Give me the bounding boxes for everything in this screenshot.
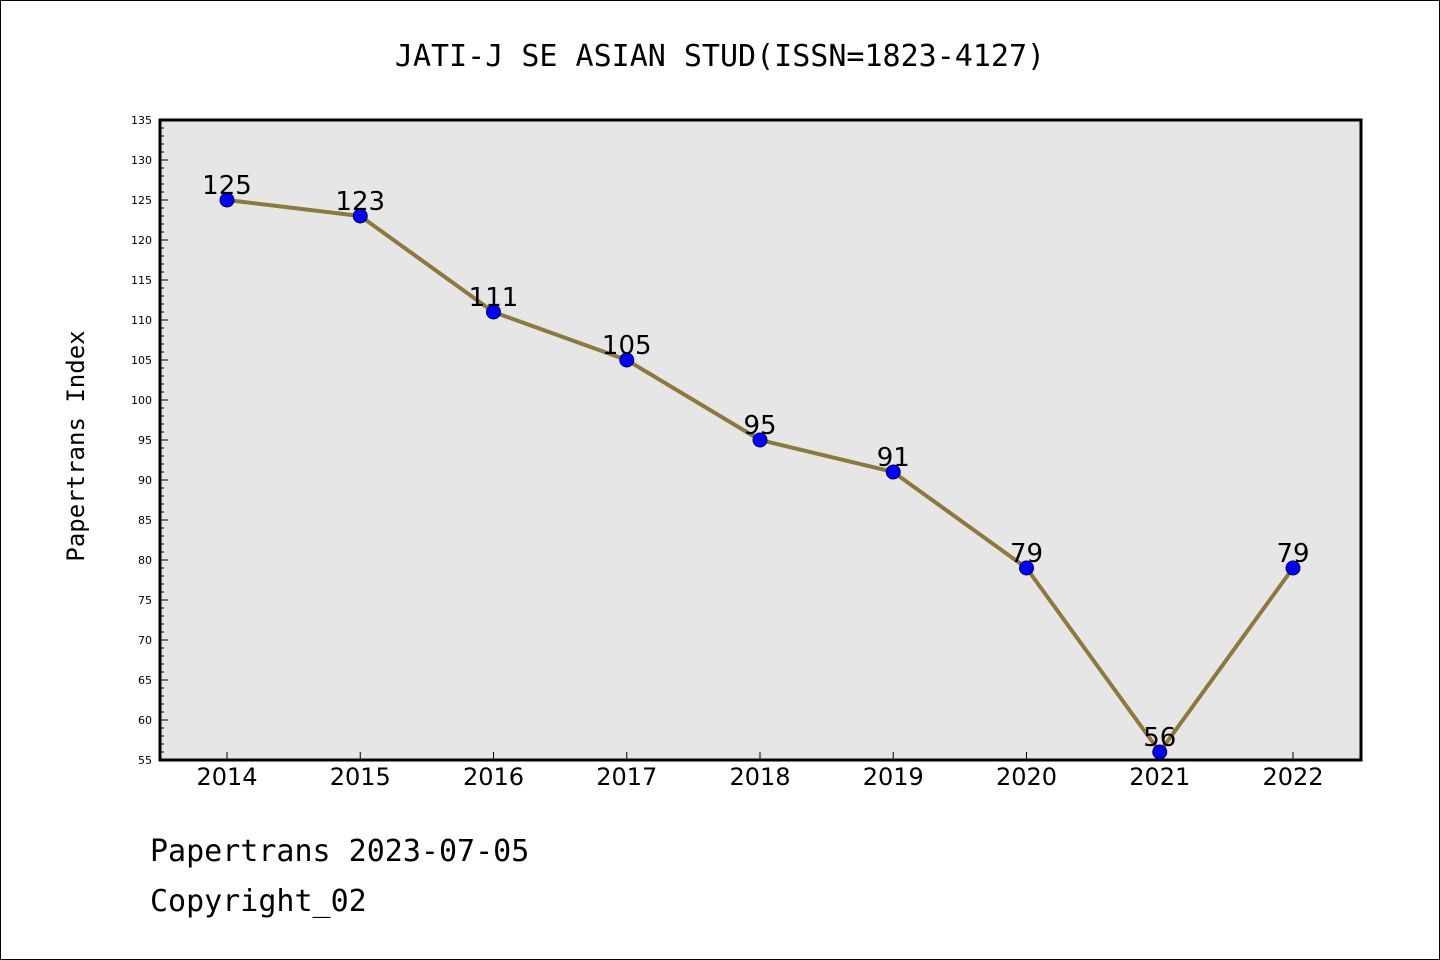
x-axis: 2014 2015 2016 2017 2018 2019 2020 2021 2022 (196, 752, 1324, 791)
data-point (1285, 560, 1301, 576)
data-point (219, 192, 235, 208)
y-tick-label: 75 (138, 594, 152, 607)
data-point (1019, 560, 1034, 576)
x-tick-label: 2017 (596, 763, 657, 791)
x-tick-label: 2021 (1129, 763, 1190, 791)
y-tick-label: 125 (131, 194, 152, 207)
y-tick-label: 100 (131, 394, 152, 407)
y-axis-label: Papertrans Index (62, 330, 90, 561)
x-tick-label: 2015 (330, 763, 391, 791)
data-label: 123 (335, 187, 385, 217)
data-point (752, 432, 768, 448)
y-tick-label: 120 (131, 234, 152, 247)
data-label: 125 (202, 171, 252, 201)
data-label: 111 (469, 283, 519, 313)
x-tick-label: 2018 (729, 763, 790, 791)
y-tick-label: 55 (138, 754, 152, 767)
x-tick-label: 2022 (1262, 763, 1323, 791)
y-tick-label: 85 (138, 514, 152, 527)
y-tick-label: 130 (131, 154, 152, 167)
data-point (885, 464, 901, 480)
y-tick-label: 135 (131, 114, 152, 127)
data-label: 105 (602, 331, 652, 361)
y-tick-label: 65 (138, 674, 152, 687)
y-tick-label: 110 (131, 314, 152, 327)
data-label: 95 (743, 411, 776, 441)
x-tick-label: 2019 (863, 763, 924, 791)
data-label: 79 (1010, 539, 1043, 569)
y-tick-label: 115 (131, 274, 152, 287)
data-label: 79 (1276, 539, 1309, 569)
y-tick-label: 95 (138, 434, 152, 447)
plot-border (158, 118, 1363, 762)
data-label: 91 (877, 443, 910, 473)
data-point (619, 352, 635, 368)
data-point (352, 208, 368, 224)
footer-date: Papertrans 2023-07-05 (150, 834, 530, 869)
data-label: 56 (1143, 723, 1176, 753)
x-tick-label: 2016 (463, 763, 524, 791)
y-tick-label: 80 (138, 554, 152, 567)
x-tick-label: 2020 (996, 763, 1057, 791)
chart-title: JATI-J SE ASIAN STUD(ISSN=1823-4127) (395, 39, 1045, 74)
y-tick-label: 90 (138, 474, 152, 487)
data-labels: 125 123 111 105 95 91 79 56 79 (202, 171, 1309, 753)
data-point (486, 304, 501, 320)
footer-copyright: Copyright_02 (150, 884, 367, 919)
y-tick-label: 70 (138, 634, 152, 647)
x-tick-label: 2014 (196, 763, 257, 791)
y-tick-label: 105 (131, 354, 152, 367)
y-tick-label: 60 (138, 714, 152, 727)
